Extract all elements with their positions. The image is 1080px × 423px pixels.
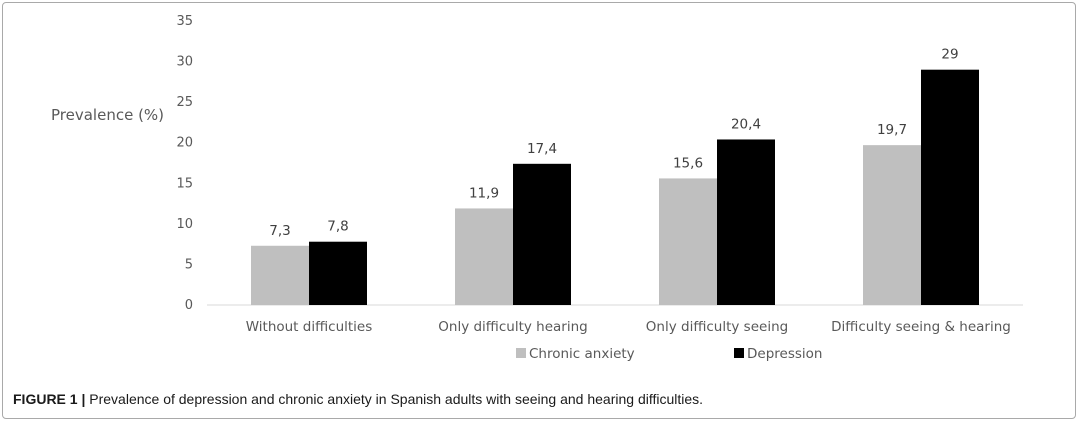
y-tick-label: 5 [185, 257, 193, 272]
figure-caption: FIGURE 1 | Prevalence of depression and … [13, 391, 1063, 407]
data-label: 17,4 [527, 141, 557, 157]
bar-anxiety [659, 178, 717, 305]
y-tick-label: 25 [176, 95, 193, 110]
data-labels: 7,3 7,8 11,9 17,4 15,6 20,4 19,7 29 [269, 47, 958, 239]
y-tick-label: 35 [176, 14, 193, 29]
bar-anxiety [863, 145, 921, 305]
y-tick-label: 0 [185, 298, 193, 313]
legend: Chronic anxiety Depression [516, 346, 822, 362]
bar-depression [309, 241, 367, 305]
y-tick-label: 30 [176, 55, 193, 70]
caption-text: Prevalence of depression and chronic anx… [85, 391, 704, 407]
data-label: 11,9 [469, 185, 499, 201]
x-tick-label: Only difficulty hearing [438, 319, 587, 335]
x-tick-label: Difficulty seeing & hearing [831, 319, 1011, 335]
y-tick-label: 20 [176, 136, 193, 151]
bar-depression [513, 163, 571, 305]
data-label: 7,3 [269, 223, 290, 239]
bar-depression [717, 139, 775, 305]
caption-lead: FIGURE 1 | [13, 391, 86, 407]
y-axis-title: Prevalence (%) [51, 106, 164, 124]
bar-chart: Prevalence (%) 0 5 10 15 20 25 30 35 7,3 7,8 11,9… [51, 14, 1023, 362]
legend-swatch [734, 348, 744, 358]
legend-swatch [516, 348, 526, 358]
bar-anxiety [251, 245, 309, 305]
x-tick-label: Without difficulties [246, 319, 373, 335]
bar-anxiety [455, 208, 513, 305]
data-label: 19,7 [877, 122, 907, 138]
legend-label: Chronic anxiety [529, 346, 635, 362]
y-tick-label: 15 [176, 176, 193, 191]
x-tick-label: Only difficulty seeing [646, 319, 788, 335]
data-label: 15,6 [673, 155, 703, 171]
bar-depression [921, 69, 979, 305]
bars [251, 69, 979, 305]
legend-label: Depression [747, 346, 822, 362]
data-label: 29 [941, 47, 958, 63]
y-axis-ticks: 0 5 10 15 20 25 30 35 [176, 14, 193, 313]
y-tick-label: 10 [176, 217, 193, 232]
category-labels: Without difficulties Only difficulty hear… [246, 319, 1011, 335]
data-label: 20,4 [731, 116, 761, 132]
data-label: 7,8 [327, 219, 348, 235]
